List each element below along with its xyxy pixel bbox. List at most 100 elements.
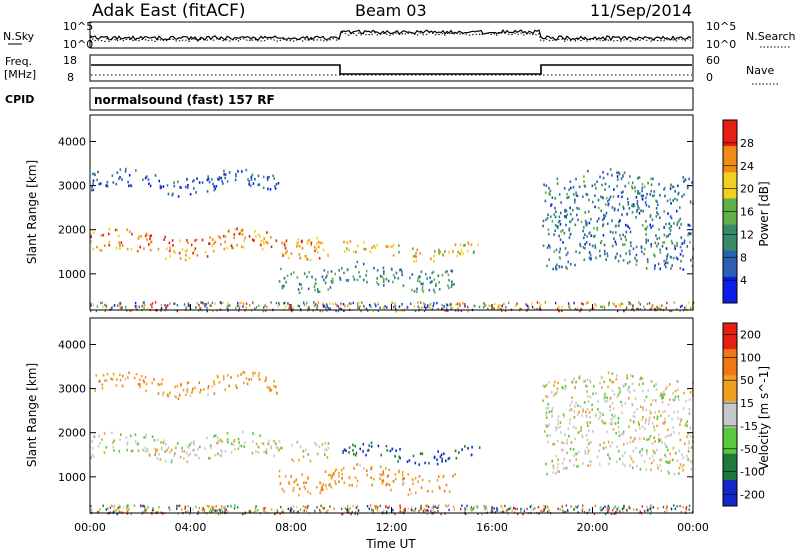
echo-cell <box>159 458 162 461</box>
echo-cell <box>215 505 217 508</box>
echo-cell <box>542 219 545 223</box>
echo-cell <box>585 302 587 305</box>
echo-cell <box>289 509 292 512</box>
echo-cell <box>681 195 683 198</box>
echo-cell <box>189 512 191 515</box>
echo-cell <box>418 275 421 278</box>
echo-cell <box>176 442 179 445</box>
echo-cell <box>296 241 299 244</box>
echo-cell <box>192 448 195 452</box>
echo-cell <box>265 377 267 381</box>
echo-cell <box>326 274 328 278</box>
echo-cell <box>355 506 358 509</box>
echo-cell <box>281 286 284 290</box>
echo-cell <box>515 303 518 307</box>
echo-cell <box>637 191 639 194</box>
echo-cell <box>609 378 611 382</box>
echo-cell <box>690 446 693 449</box>
echo-cell <box>617 259 620 263</box>
echo-cell <box>470 243 473 247</box>
echo-cell <box>93 435 96 438</box>
echo-cell <box>474 304 476 308</box>
echo-cell <box>607 453 609 456</box>
echo-cell <box>382 280 385 283</box>
echo-cell <box>185 451 188 455</box>
echo-cell <box>315 247 318 251</box>
echo-cell <box>668 403 670 406</box>
echo-cell <box>588 221 591 225</box>
echo-cell <box>187 381 190 384</box>
echo-cell <box>234 447 236 451</box>
echo-cell <box>151 435 154 439</box>
echo-cell <box>541 510 543 513</box>
echo-cell <box>682 268 685 271</box>
echo-cell <box>144 446 147 450</box>
echo-cell <box>295 505 298 509</box>
echo-cell <box>671 458 674 462</box>
echo-cell <box>303 509 305 512</box>
echo-cell <box>680 418 683 421</box>
echo-cell <box>672 398 674 401</box>
echo-cell <box>412 482 414 486</box>
echo-cell <box>359 275 361 278</box>
echo-cell <box>606 222 609 225</box>
echo-cell <box>443 305 445 308</box>
echo-cell <box>407 507 409 510</box>
echo-cell <box>288 304 291 307</box>
echo-cell <box>371 246 373 250</box>
echo-cell <box>601 386 603 389</box>
echo-cell <box>201 301 203 304</box>
echo-cell <box>291 507 293 511</box>
echo-cell <box>365 307 368 311</box>
echo-cell <box>645 418 647 422</box>
echo-cell <box>655 207 658 210</box>
echo-cell <box>202 302 204 305</box>
echo-cell <box>651 194 654 198</box>
echo-cell <box>589 258 592 261</box>
echo-cell <box>657 242 660 246</box>
echo-cell <box>530 302 533 305</box>
echo-cell <box>584 452 586 455</box>
echo-cell <box>650 510 653 514</box>
echo-cell <box>689 200 692 203</box>
echo-cell <box>523 508 526 511</box>
echo-cell <box>659 216 661 220</box>
echo-cell <box>249 304 251 307</box>
echo-cell <box>118 504 121 507</box>
echo-cell <box>224 388 227 392</box>
echo-cell <box>660 458 663 461</box>
echo-cell <box>654 307 656 311</box>
echo-cell <box>584 211 587 214</box>
echo-cell <box>220 243 222 246</box>
echo-cell <box>649 213 652 217</box>
echo-cell <box>423 507 425 511</box>
echo-cell <box>106 184 108 187</box>
echo-cell <box>347 505 349 508</box>
x-tick-label: 08:00 <box>275 521 307 534</box>
echo-cell <box>545 218 547 222</box>
echo-cell <box>659 464 662 467</box>
echo-cell <box>236 386 238 390</box>
echo-cell <box>678 219 680 223</box>
echo-cell <box>482 306 485 309</box>
echo-cell <box>580 220 583 224</box>
echo-cell <box>501 304 503 308</box>
echo-cell <box>372 509 374 512</box>
echo-cell <box>211 178 213 181</box>
echo-cell <box>108 240 111 244</box>
echo-cell <box>268 386 271 390</box>
echo-cell <box>583 236 585 240</box>
echo-cell <box>427 505 430 509</box>
echo-cell <box>103 244 106 248</box>
echo-cell <box>624 235 626 239</box>
echo-cell <box>555 472 557 475</box>
echo-cell <box>287 302 289 305</box>
echo-cell <box>605 196 608 200</box>
echo-cell <box>565 466 568 470</box>
echo-cell <box>251 451 254 455</box>
echo-cell <box>261 247 264 251</box>
echo-cell <box>666 255 668 258</box>
echo-cell <box>571 396 573 400</box>
echo-cell <box>326 304 328 307</box>
echo-cell <box>683 180 685 183</box>
